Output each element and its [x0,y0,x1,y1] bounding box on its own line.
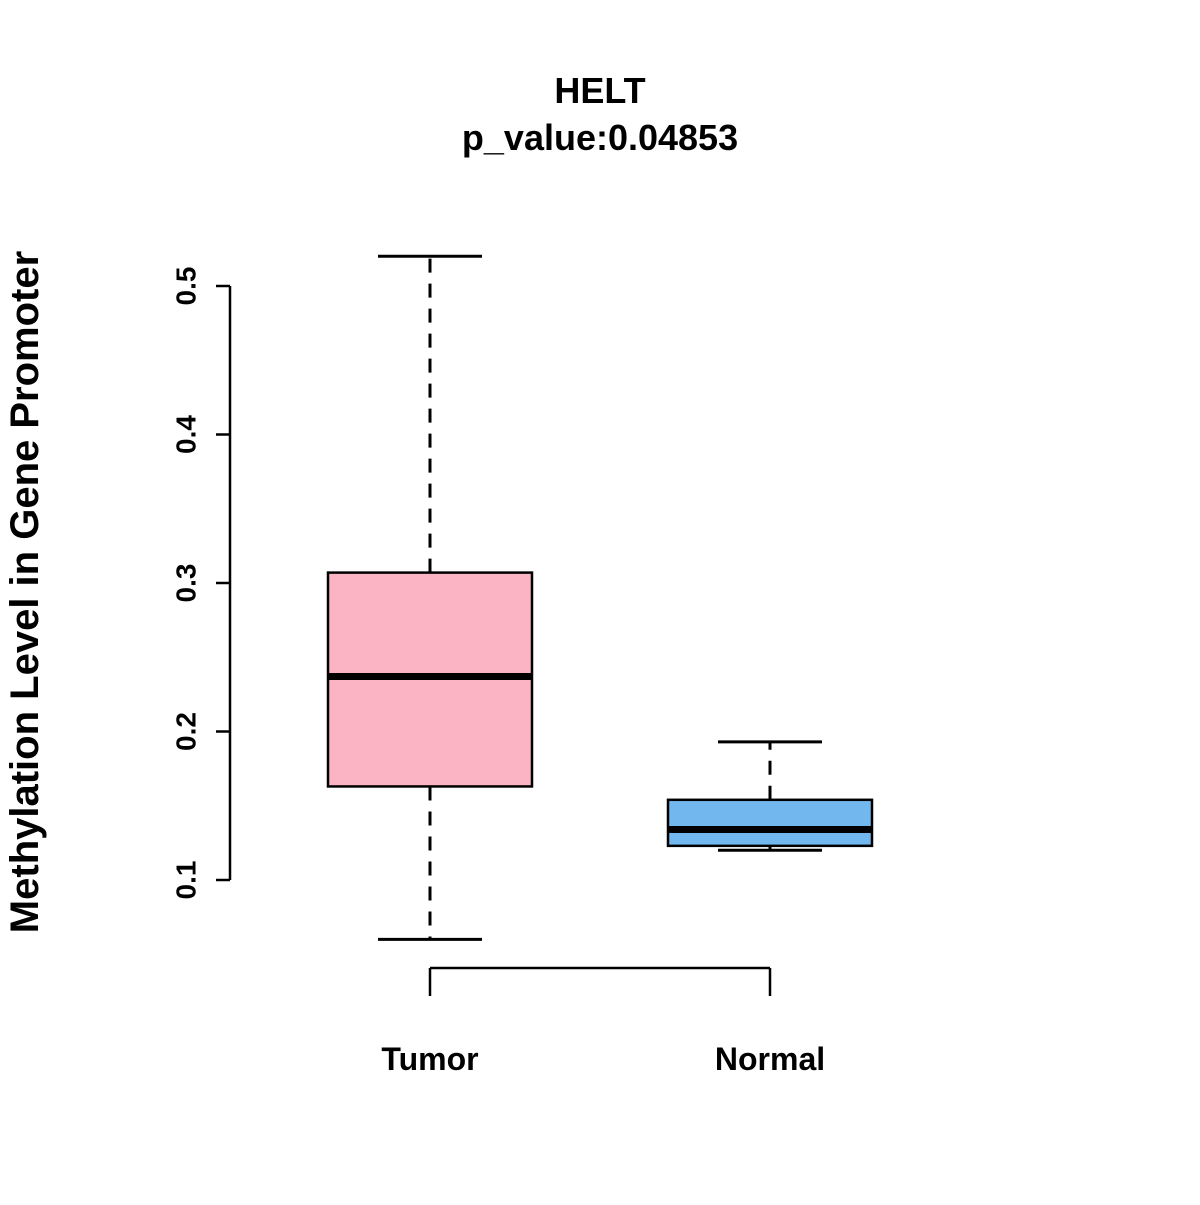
box-series [326,254,874,941]
chart-title: HELT [554,70,645,111]
y-tick-label: 0.1 [170,861,201,900]
category-label-tumor: Tumor [381,1041,478,1077]
y-axis-label: Methylation Level in Gene Promoter [3,251,47,933]
x-axis-bracket [428,966,772,996]
y-tick-label: 0.3 [170,564,201,603]
normal-box [666,798,874,848]
y-tick-label: 0.5 [170,267,201,306]
chart-subtitle: p_value:0.04853 [462,117,738,158]
y-tick-label: 0.2 [170,712,201,751]
category-label-normal: Normal [715,1041,825,1077]
y-tick-label: 0.4 [170,415,201,454]
tumor-box-group [326,254,534,941]
y-axis: 0.1 0.2 0.3 0.4 0.5 [170,267,232,900]
normal-box-group [666,740,874,852]
